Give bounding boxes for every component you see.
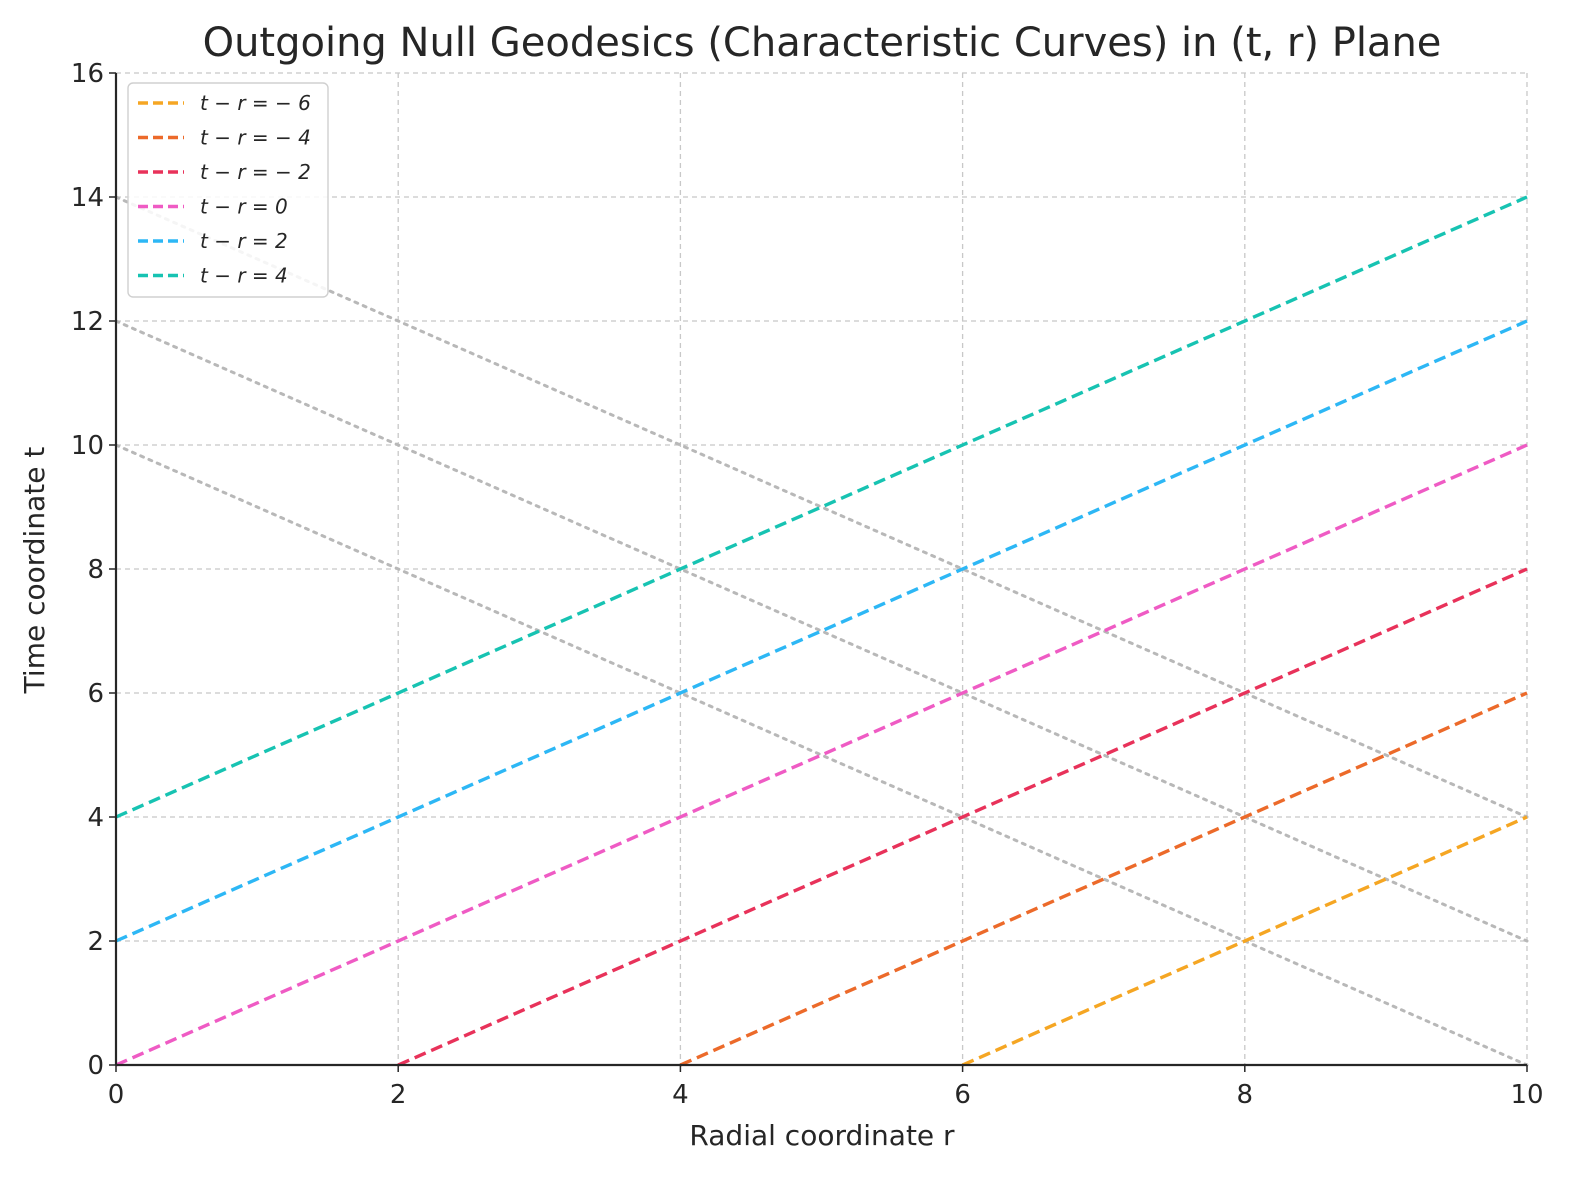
- x-tick-label: 6: [954, 1080, 971, 1110]
- y-axis-label: Time coordinate t: [18, 447, 51, 695]
- x-tick-label: 10: [1510, 1080, 1543, 1110]
- legend: t − r = − 6 t − r = − 4 t − r = − 2 t − r =…: [127, 82, 329, 298]
- legend-label: t − r = 2: [200, 229, 288, 253]
- series-line: [679, 691, 1528, 1067]
- y-tick-label: 16: [71, 59, 104, 89]
- y-tick-label: 4: [87, 803, 104, 833]
- x-tick-label: 4: [672, 1080, 689, 1110]
- series-line: [115, 195, 1528, 819]
- x-tick-label: 0: [108, 1080, 125, 1110]
- series-lines: [115, 195, 1528, 1067]
- y-tick-label: 0: [87, 1051, 104, 1081]
- legend-label: t − r = − 4: [200, 126, 311, 150]
- legend-label: t − r = 4: [200, 264, 288, 288]
- legend-label: t − r = − 2: [200, 160, 311, 184]
- series-line: [115, 319, 1528, 943]
- x-tick-label: 2: [390, 1080, 407, 1110]
- legend-label: t − r = 0: [200, 195, 288, 219]
- x-tick-label: 8: [1237, 1080, 1254, 1110]
- chart-title: Outgoing Null Geodesics (Characteristic …: [203, 20, 1442, 66]
- y-tick-label: 2: [87, 927, 104, 957]
- x-axis-label: Radial coordinate r: [689, 1119, 955, 1152]
- y-tick-label: 14: [71, 183, 104, 213]
- series-line: [115, 443, 1528, 1067]
- y-tick-label: 8: [87, 555, 104, 585]
- y-tick-label: 12: [71, 307, 104, 337]
- legend-label: t − r = − 6: [200, 91, 311, 115]
- series-line: [961, 815, 1528, 1067]
- y-tick-label: 10: [71, 431, 104, 461]
- tick-labels: 0 2 4 6 8 10 0 2 4 6 8 10 12 14 16: [71, 59, 1544, 1110]
- y-tick-label: 6: [87, 679, 104, 709]
- reference-lines: [114, 195, 1529, 1067]
- series-line: [397, 567, 1528, 1067]
